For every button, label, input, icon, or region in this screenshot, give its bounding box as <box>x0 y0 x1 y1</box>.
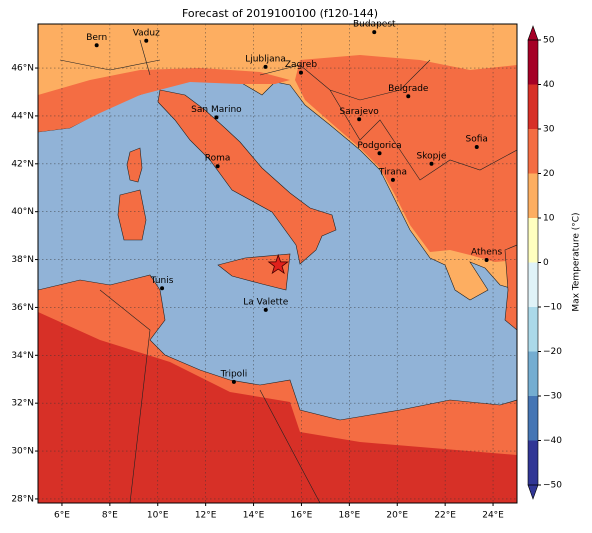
colorbar-tick-label: −40 <box>543 436 562 446</box>
city-dot <box>214 115 219 120</box>
land-corsica <box>126 147 143 183</box>
city-label: Skopje <box>417 151 447 161</box>
colorbar-tick-label: 30 <box>543 125 555 135</box>
x-tick-label: 14°E <box>243 511 265 521</box>
city-label: Belgrade <box>388 84 429 94</box>
city-label: Zagreb <box>285 60 317 70</box>
x-tick-label: 12°E <box>195 511 217 521</box>
city-label: La Valette <box>243 297 288 307</box>
city-label: San Marino <box>191 105 242 115</box>
colorbar-extend-top <box>527 25 539 41</box>
y-tick-label: 34°N <box>11 351 34 361</box>
city-label: Tunis <box>150 276 174 286</box>
colorbar-tick-label: 40 <box>543 80 555 90</box>
y-tick-label: 40°N <box>11 207 34 217</box>
colorbar-extend-bottom <box>527 484 539 500</box>
city-dot <box>484 258 489 263</box>
colorbar-bin <box>528 351 538 396</box>
colorbar-bin <box>528 440 538 485</box>
colorbar-tick-label: −50 <box>543 481 562 491</box>
city-label: Bern <box>86 33 107 43</box>
colorbar-tick-label: 10 <box>543 214 555 224</box>
colorbar-tick-label: 0 <box>543 258 549 268</box>
y-tick-label: 28°N <box>11 494 34 504</box>
x-tick-label: 24°E <box>482 511 504 521</box>
colorbar-bin <box>528 396 538 441</box>
y-tick-label: 38°N <box>11 255 34 265</box>
event-marker <box>267 253 289 275</box>
city-dot <box>298 70 303 75</box>
land-italy <box>157 89 337 265</box>
colorbar-tick-label: −20 <box>543 347 562 357</box>
land-north-warm <box>38 68 290 132</box>
x-tick-label: 6°E <box>54 511 70 521</box>
city-label: Podgorica <box>357 141 401 151</box>
colorbar-label: Max Temperature (°C) <box>572 212 582 311</box>
map-frame <box>37 23 518 504</box>
colorbar-tick-label: 50 <box>543 36 555 46</box>
city-dot <box>144 38 149 43</box>
city-label: Budapest <box>353 20 396 30</box>
x-tick-label: 18°E <box>339 511 361 521</box>
city-dot <box>160 286 165 291</box>
country-borders <box>59 39 517 503</box>
city-dot <box>231 379 236 384</box>
city-dot <box>390 177 395 182</box>
colorbar-tick-label: −10 <box>543 303 562 313</box>
colorbar-bin <box>528 262 538 307</box>
colorbar-bin <box>528 84 538 129</box>
x-tick-label: 16°E <box>291 511 313 521</box>
y-tick-label: 36°N <box>11 303 34 313</box>
city-label: Sofia <box>466 135 488 145</box>
colorbar-tick-label: −30 <box>543 392 562 402</box>
colorbar-bin <box>528 129 538 174</box>
city-dot <box>94 43 99 48</box>
map-title: Forecast of 2019100100 (f120-144) <box>182 7 378 20</box>
y-tick-label: 44°N <box>11 111 34 121</box>
land-turkey <box>504 244 517 331</box>
city-label: Roma <box>205 154 231 164</box>
y-tick-label: 42°N <box>11 159 34 169</box>
city-label: Sarajevo <box>340 107 380 117</box>
city-label: Ljubljana <box>245 54 286 64</box>
city-dot <box>357 117 362 122</box>
city-dot <box>215 164 220 169</box>
city-dot <box>263 64 268 69</box>
colorbar: −50 −40 −30 −20 −10 0 10 20 30 40 50 <box>527 25 562 500</box>
x-tick-label: 20°E <box>386 511 408 521</box>
city-label: Vaduz <box>133 28 160 38</box>
y-tick-label: 46°N <box>11 64 34 74</box>
colorbar-tick-label: 20 <box>543 169 555 179</box>
city-dot <box>263 307 268 312</box>
city-dot <box>406 94 411 99</box>
city-dot <box>377 151 382 156</box>
colorbar-bin <box>528 307 538 352</box>
colorbar-bin <box>528 173 538 218</box>
colorbar-bin <box>528 40 538 85</box>
land-africa-hot <box>38 312 517 503</box>
city-label: Athens <box>471 248 502 258</box>
x-tick-label: 10°E <box>147 511 169 521</box>
x-tick-label: 22°E <box>434 511 456 521</box>
x-tick-label: 8°E <box>102 511 118 521</box>
colorbar-bin <box>528 218 538 263</box>
city-label: Tripoli <box>220 369 248 379</box>
city-dot <box>429 161 434 166</box>
city-dot <box>372 30 377 35</box>
y-tick-label: 32°N <box>11 399 34 409</box>
city-label: Tirana <box>378 167 407 177</box>
city-dot <box>474 145 479 150</box>
y-tick-label: 30°N <box>11 447 34 457</box>
land-sardinia <box>117 189 147 241</box>
